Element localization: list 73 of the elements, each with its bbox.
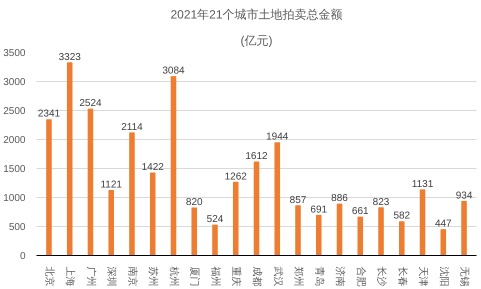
data-label: 2114 [121,122,144,133]
x-tick-label: 厦门 [188,266,201,286]
data-label: 582 [393,210,411,222]
data-label: 524 [206,214,224,226]
x-tick-label: 苏州 [147,266,160,286]
bar [191,207,198,256]
bar [399,221,405,256]
y-tick-label: 2500 [3,106,26,117]
bar [336,204,342,256]
data-label: 1121 [100,179,122,190]
x-tick-label: 上海 [64,266,76,286]
x-tick-label: 长春 [396,266,408,286]
bar [170,76,176,256]
x-tick-label: 广州 [84,266,97,286]
bar [440,229,446,256]
y-tick-label: 1500 [3,164,26,175]
data-label: 2341 [38,108,61,120]
bar [274,142,280,256]
x-tick-label: 济南 [334,266,346,286]
chart-subtitle: (亿元) [240,34,273,48]
bar [295,205,301,256]
x-tick-label: 深圳 [106,266,118,286]
data-label: 823 [372,196,390,208]
x-tick-label: 合肥 [354,266,367,286]
y-tick-label: 0 [20,251,26,262]
x-tick-label: 成都 [251,266,263,286]
bar [232,182,239,256]
x-tick-label: 无锡 [458,266,470,286]
data-label: 820 [186,196,204,208]
chart-title: 2021年21个城市土地拍卖总金额 [170,8,343,22]
data-label: 691 [310,204,328,216]
data-label: 886 [331,193,348,204]
bar [129,132,135,256]
x-tick-label: 沈阳 [438,266,450,286]
data-label: 1944 [266,132,289,143]
bar [88,108,94,256]
data-label: 1612 [245,151,268,162]
x-tick-label: 长沙 [376,266,388,286]
data-label: 934 [456,190,473,202]
x-tick-label: 南京 [126,266,138,286]
data-label: 661 [352,206,370,218]
bar [357,216,364,256]
bar [420,189,426,256]
x-tick-label: 重庆 [230,266,242,286]
bar [316,214,322,256]
y-tick-label: 3500 [3,48,26,59]
data-label: 447 [434,218,452,230]
x-tick-label: 郑州 [292,266,305,286]
x-tick-label: 天津 [417,266,430,286]
bar [46,119,52,256]
x-tick-label: 福州 [209,266,222,286]
bar [461,200,467,256]
bar [66,62,72,256]
bar [212,224,218,256]
data-label: 1131 [412,178,434,190]
bar [108,190,114,256]
data-label: 3323 [58,52,82,63]
data-label: 3084 [162,66,186,77]
x-tick-label: 杭州 [168,266,180,286]
x-tick-label: 北京 [43,266,56,286]
bar [150,172,156,256]
y-tick-label: 1000 [3,193,26,204]
data-label: 1262 [224,171,248,182]
y-tick-label: 2000 [3,135,26,146]
y-tick-label: 3000 [3,77,26,88]
bar [254,162,260,256]
data-label: 2524 [79,98,102,110]
bar [378,207,384,256]
data-label: 857 [290,194,307,206]
x-tick-label: 青岛 [313,266,326,286]
data-label: 1422 [142,162,164,174]
x-tick-label: 武汉 [272,266,284,286]
y-tick-label: 500 [8,222,26,233]
